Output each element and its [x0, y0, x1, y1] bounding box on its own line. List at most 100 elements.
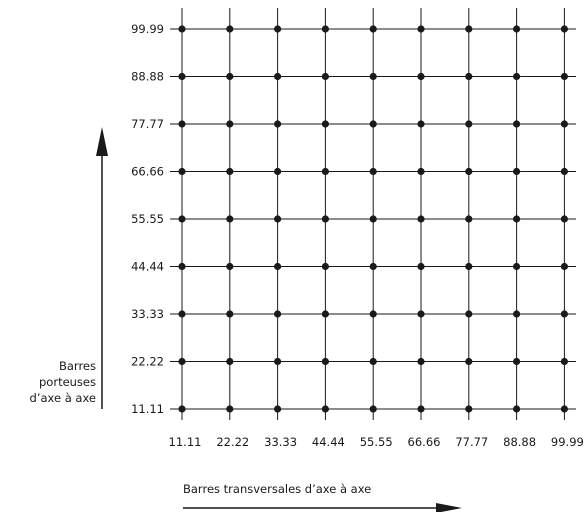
grid-node [178, 120, 186, 128]
y-tick-label: 99.99 [131, 22, 164, 36]
grid-node [513, 72, 521, 81]
grid-node [321, 120, 329, 128]
grid-node [226, 120, 234, 128]
grid-node [513, 215, 521, 223]
grid-node [417, 262, 425, 271]
grid-node [178, 310, 186, 318]
grid-node [369, 167, 377, 176]
y-axis-tick-labels: 11.11 22.22 33.33 44.44 55.55 66.66 77.77 88.88… [131, 22, 164, 416]
y-tick-label: 44.44 [131, 260, 164, 274]
grid-node [178, 25, 186, 33]
grid-node [560, 405, 569, 413]
grid-node [321, 262, 329, 271]
y-axis-label-line-2: porteuses [39, 375, 96, 389]
y-axis-label-line-1: Barres [59, 359, 96, 373]
vertical-arrow-head [96, 127, 108, 156]
x-tick-label: 33.33 [264, 435, 297, 449]
grid-node [417, 167, 425, 176]
grid-node [321, 25, 329, 33]
grid-node [513, 167, 521, 176]
grid-node [417, 405, 425, 413]
grid-node [465, 262, 473, 271]
grid-node [274, 310, 282, 318]
grid-node [513, 25, 521, 33]
grid-node [226, 25, 234, 33]
grid-node [465, 120, 473, 128]
x-tick-label: 11.11 [169, 435, 202, 449]
grid-node [560, 72, 569, 81]
grid-node [274, 357, 282, 366]
grid-node [417, 310, 425, 318]
grid-node [321, 357, 329, 366]
grid-node [226, 167, 234, 176]
grid-node [369, 262, 377, 271]
grid-node [274, 262, 282, 271]
y-tick-label: 77.77 [131, 117, 164, 131]
grid-node [226, 215, 234, 223]
x-axis-label: Barres transversales d’axe à axe [183, 482, 371, 496]
grid-node [274, 215, 282, 223]
x-tick-label: 44.44 [312, 435, 345, 449]
grid-node [178, 405, 186, 413]
grid-node [178, 215, 186, 223]
grid-node [560, 120, 569, 128]
grid-node [465, 167, 473, 176]
y-tick-label: 22.22 [131, 355, 164, 369]
grid-node [274, 25, 282, 33]
grid-node [417, 357, 425, 366]
grid-node [178, 167, 186, 176]
horizontal-arrow-head [436, 503, 462, 512]
grid-node [369, 25, 377, 33]
grid-node [321, 167, 329, 176]
x-tick-label: 88.88 [503, 435, 536, 449]
x-axis-tick-labels: 11.11 22.22 33.33 44.44 55.55 66.66 77.77 88.88… [169, 435, 584, 449]
x-tick-label: 99.99 [551, 435, 584, 449]
grid-node [513, 262, 521, 271]
grid-node [465, 357, 473, 366]
grid-node [369, 357, 377, 366]
grid-node [321, 215, 329, 223]
grid-node [560, 25, 569, 33]
grid-node [465, 405, 473, 413]
grid-node [560, 215, 569, 223]
y-tick-label: 55.55 [131, 212, 164, 226]
x-tick-label: 66.66 [408, 435, 441, 449]
y-tick-label: 88.88 [131, 70, 164, 84]
x-tick-label: 55.55 [360, 435, 393, 449]
grid-node [274, 120, 282, 128]
grid-node [321, 310, 329, 318]
y-axis-label-line-3: d’axe à axe [30, 391, 96, 405]
y-tick-label: 66.66 [131, 165, 164, 179]
grid-node [417, 120, 425, 128]
grid-node [178, 72, 186, 81]
grid-node [560, 357, 569, 366]
grid-node [369, 310, 377, 318]
grid-node [513, 120, 521, 128]
grid-node [226, 357, 234, 366]
grid-node [560, 167, 569, 176]
grid-node [465, 215, 473, 223]
grid-node [369, 72, 377, 81]
grid-node [465, 25, 473, 33]
y-tick-label: 33.33 [131, 307, 164, 321]
grid-node [274, 167, 282, 176]
grid-node [274, 405, 282, 413]
grid-nodes [178, 25, 569, 413]
grid-node [178, 357, 186, 366]
horizontal-direction-arrow [183, 503, 462, 512]
grid-node [321, 72, 329, 81]
grid-node [560, 310, 569, 318]
grid-node [417, 215, 425, 223]
grid-node [513, 357, 521, 366]
x-tick-label: 22.22 [216, 435, 249, 449]
y-tick-label: 11.11 [131, 402, 164, 416]
grid-node [369, 405, 377, 413]
grid-node [369, 215, 377, 223]
x-tick-label: 77.77 [455, 435, 488, 449]
grid-node [465, 72, 473, 81]
grid-node [226, 262, 234, 271]
grid-node [321, 405, 329, 413]
grid-node [560, 262, 569, 271]
grid-node [178, 262, 186, 271]
